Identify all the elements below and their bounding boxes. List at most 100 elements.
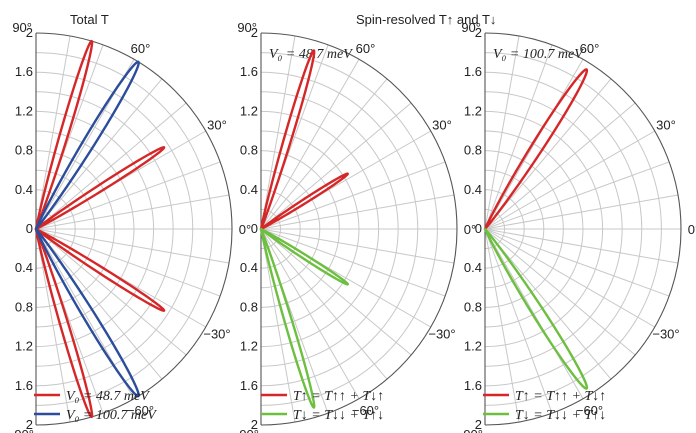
grid-ray <box>484 102 636 230</box>
lobe-red <box>483 68 589 231</box>
grid-ray <box>35 194 230 230</box>
legend-entry: T↑ = T↑↑ + T↓↑ <box>515 389 606 404</box>
legend-entry: T↑ = T↑↑ + T↓↑ <box>293 389 384 404</box>
grid-ray <box>260 194 455 230</box>
grid-ray <box>260 228 412 356</box>
grid-ray <box>260 228 446 297</box>
angle-tick-label: −90° <box>232 427 259 433</box>
legend-entry: V₀ = 100.7 meV <box>66 408 157 423</box>
grid-ray <box>260 228 360 399</box>
radial-tick-label: 0.8 <box>240 143 258 158</box>
titles: Total T Spin-resolved T↑ and T↓ <box>70 12 496 27</box>
angle-tick-label: 0° <box>239 222 251 237</box>
grid-ray <box>484 228 670 297</box>
title-spin-resolved: Spin-resolved T↑ and T↓ <box>356 12 496 27</box>
radial-tick-label: 1.6 <box>464 378 482 393</box>
angle-tick-label: 90° <box>12 20 32 35</box>
lobe-green <box>483 227 589 390</box>
polar-panel-1: 21.61.20.80.400.40.81.21.6290°60°30°0°−3… <box>7 20 251 433</box>
lobe-red <box>34 146 166 231</box>
grid-ray <box>484 228 553 414</box>
grid-ray <box>260 59 360 230</box>
radial-tick-label: 0.4 <box>15 260 33 275</box>
radial-tick-label: 1.6 <box>240 64 258 79</box>
grid-ray <box>484 228 636 356</box>
angle-tick-label: −60° <box>352 403 379 418</box>
angle-tick-label: −30° <box>203 327 230 342</box>
grid-ray <box>260 228 388 380</box>
grid-ray <box>35 228 163 380</box>
grid-ray <box>484 228 520 423</box>
angle-tick-label: 60° <box>580 41 600 56</box>
grid-ray <box>35 228 230 264</box>
angle-tick-label: 0° <box>688 222 696 237</box>
radial-tick-label: 0.8 <box>15 143 33 158</box>
grid-ray <box>35 228 71 423</box>
radial-tick-label: 2 <box>475 417 482 432</box>
lobe-blue <box>34 227 140 398</box>
grid-ray <box>35 228 187 356</box>
grid-ray <box>484 130 655 230</box>
angle-tick-label: 60° <box>131 41 151 56</box>
outer-arc <box>35 32 233 426</box>
grid-ray <box>35 228 221 297</box>
radial-tick-label: 0.4 <box>15 182 33 197</box>
radial-tick-label: 1.6 <box>464 64 482 79</box>
grid-ray <box>484 35 520 230</box>
legend-1: V₀ = 48.7 meV V₀ = 100.7 meV <box>34 389 157 423</box>
angle-tick-label: 90° <box>461 20 481 35</box>
grid-ray <box>484 161 670 230</box>
radial-tick-label: 1.2 <box>240 103 258 118</box>
grid-ray <box>35 35 71 230</box>
grid-ray <box>35 78 163 230</box>
radial-tick-label: 2 <box>251 25 258 40</box>
radial-tick-label: 2 <box>26 417 33 432</box>
lobe-green <box>259 227 349 286</box>
radial-tick-label: 1.6 <box>15 378 33 393</box>
radial-tick-label: 2 <box>475 25 482 40</box>
angle-tick-label: −90° <box>456 427 483 433</box>
angle-tick-label: 30° <box>207 118 227 133</box>
grid-ray <box>484 228 655 328</box>
radial-tick-label: 1.2 <box>464 103 482 118</box>
grid-ray <box>484 194 679 230</box>
angle-tick-label: −60° <box>576 403 603 418</box>
radial-tick-label: 1.2 <box>240 339 258 354</box>
grid-ray <box>260 78 388 230</box>
legend-entry: T↓ = T↓↓ + T↑↓ <box>293 408 384 423</box>
panels: 21.61.20.80.400.40.81.21.6290°60°30°0°−3… <box>7 20 696 433</box>
angle-tick-label: −30° <box>652 327 679 342</box>
radial-tick-label: 2 <box>26 25 33 40</box>
radial-tick-label: 0.4 <box>240 182 258 197</box>
grid-ray <box>260 35 296 230</box>
radial-tick-label: 1.6 <box>240 378 258 393</box>
grid-ray <box>484 228 584 399</box>
angle-tick-label: −30° <box>428 327 455 342</box>
title-total: Total T <box>70 12 109 27</box>
lobe-green <box>259 227 316 409</box>
grid-ray <box>260 161 446 230</box>
radial-tick-label: 0.8 <box>240 299 258 314</box>
radial-tick-label: 0.4 <box>240 260 258 275</box>
legend-entry: T↓ = T↓↓ + T↑↓ <box>515 408 606 423</box>
legend-2: T↑ = T↑↑ + T↓↑ T↓ = T↓↓ + T↑↓ <box>261 389 384 423</box>
grid-ray <box>484 44 553 230</box>
radial-tick-label: 1.2 <box>464 339 482 354</box>
grid-ray <box>484 59 584 230</box>
radial-tick-label: 0.8 <box>464 299 482 314</box>
outer-arc <box>484 32 682 426</box>
radial-tick-label: 1.2 <box>15 339 33 354</box>
grid-ray <box>260 102 412 230</box>
outer-arc <box>260 32 458 426</box>
lobe-red <box>259 49 316 231</box>
radial-tick-label: 0 <box>251 221 258 236</box>
radial-tick-label: 0.8 <box>15 299 33 314</box>
panel-label: V₀ = 100.7 meV <box>493 47 584 62</box>
angle-tick-label: −60° <box>127 403 154 418</box>
grid-ray <box>260 228 296 423</box>
lobe-red <box>34 227 166 312</box>
radial-tick-label: 1.6 <box>15 64 33 79</box>
angle-tick-label: 0° <box>464 222 476 237</box>
radial-tick-label: 0.4 <box>464 182 482 197</box>
